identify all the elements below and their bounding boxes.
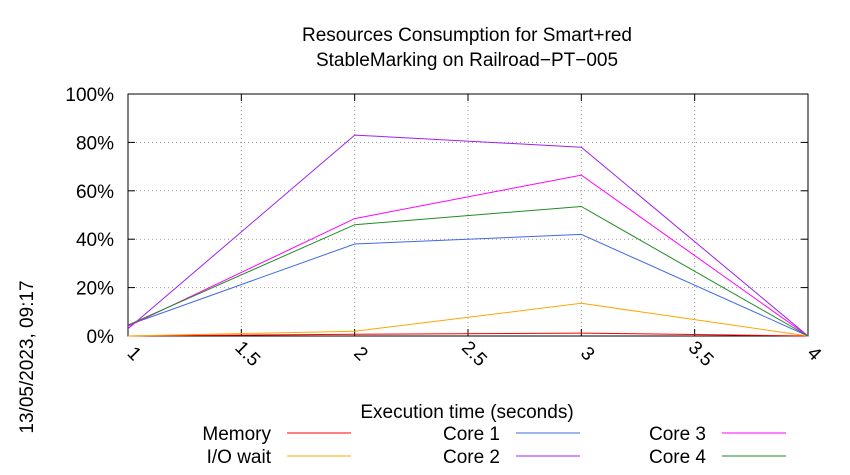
x-tick-label: 1 — [123, 343, 145, 365]
x-tick-label: 3.5 — [684, 337, 718, 371]
legend-label-core-4: Core 4 — [649, 447, 706, 468]
chart-title-line-1: Resources Consumption for Smart+red — [302, 25, 632, 46]
x-axis-label: Execution time (seconds) — [360, 402, 573, 423]
series-line-core-3 — [127, 174, 809, 337]
y-tick-labels: 0% 20% 40% 60% 80% 100% — [65, 85, 114, 348]
legend-label-core-1: Core 1 — [443, 424, 500, 445]
y-tick-label: 80% — [76, 133, 114, 154]
x-tick-label: 1.5 — [230, 337, 264, 371]
grid-lines — [128, 94, 808, 336]
x-tick-labels: 1 1.5 2 2.5 3 3.5 4 — [123, 337, 826, 371]
series-line-memory — [127, 332, 809, 337]
chart-title-line-2: StableMarking on Railroad−PT−005 — [316, 50, 618, 71]
series-lines — [127, 134, 809, 337]
series-line-i-o-wait — [127, 302, 809, 337]
y-tick-label: 20% — [76, 279, 114, 300]
timestamp-label: 13/05/2023, 09:17 — [17, 280, 38, 433]
x-tick-label: 4 — [803, 343, 826, 366]
legend-label-core-3: Core 3 — [649, 424, 706, 445]
x-tick-label: 3 — [576, 343, 598, 365]
x-tick-label: 2.5 — [457, 337, 491, 371]
legend-label-i-o-wait: I/O wait — [207, 447, 272, 468]
chart-title: Resources Consumption for Smart+red Stab… — [302, 25, 632, 71]
plot-border — [127, 93, 809, 337]
legend-label-memory: Memory — [202, 424, 271, 445]
y-tick-label: 60% — [76, 182, 114, 203]
legend-label-core-2: Core 2 — [443, 447, 500, 468]
series-line-core-4 — [127, 205, 809, 337]
y-tick-label: 0% — [87, 327, 115, 348]
y-tick-label: 100% — [65, 85, 114, 106]
series-line-core-1 — [127, 233, 809, 337]
x-tick-label: 2 — [349, 343, 371, 365]
series-line-core-2 — [127, 134, 809, 337]
y-tick-label: 40% — [76, 230, 114, 251]
